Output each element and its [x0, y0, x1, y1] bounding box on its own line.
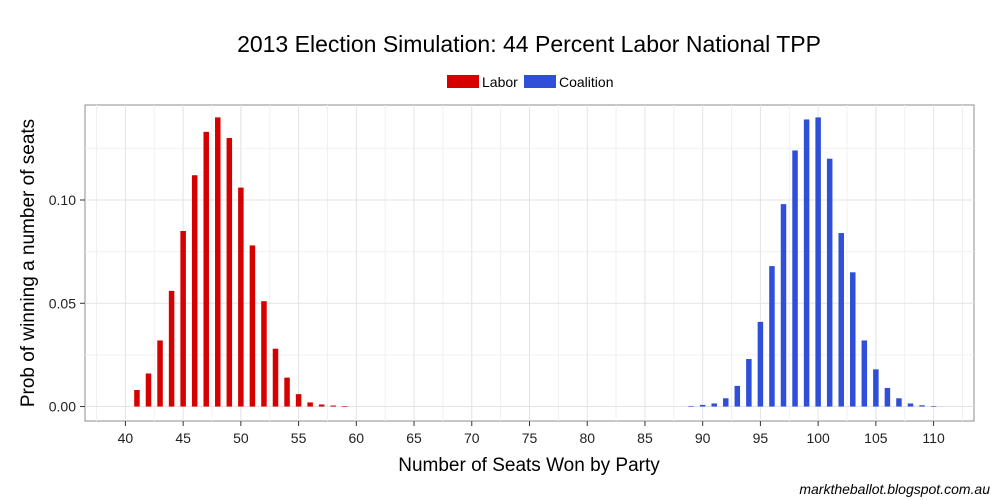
x-axis-title: Number of Seats Won by Party: [398, 455, 660, 476]
y-tick-label: 0.05: [49, 295, 76, 311]
bar-labor-45: [180, 230, 186, 407]
bar-labor-50: [238, 187, 244, 407]
bar-coalition-106: [884, 387, 891, 407]
bar-coalition-101: [826, 158, 833, 407]
bar-coalition-110: [930, 406, 937, 407]
bars: [134, 117, 937, 407]
bar-coalition-105: [873, 369, 879, 407]
x-tick-label: 100: [806, 430, 830, 446]
bar-labor-56: [307, 402, 313, 407]
legend-label-labor: Labor: [482, 74, 518, 90]
y-axis-title: Prob of winning a number of seats: [18, 119, 39, 407]
legend-label-coalition: Coalition: [559, 74, 613, 90]
x-tick-label: 60: [349, 430, 365, 446]
gridlines: [85, 105, 974, 421]
bar-labor-54: [284, 377, 290, 407]
x-tick-label: 105: [864, 430, 888, 446]
bar-coalition-99: [803, 119, 810, 407]
bar-labor-52: [261, 301, 267, 407]
x-axis: 40 45 50 55 60 65 70 75 80 85 90 95 100 105 110: [118, 421, 945, 446]
legend: Labor Coalition: [447, 74, 613, 90]
bar-coalition-97: [780, 204, 787, 407]
x-tick-label: 50: [233, 430, 249, 446]
x-tick-label: 70: [464, 430, 480, 446]
bar-coalition-90: [699, 404, 706, 407]
bar-labor-59: [342, 406, 348, 407]
y-tick-label: 0.00: [49, 399, 76, 415]
bar-labor-58: [330, 405, 336, 407]
legend-swatch-labor: [447, 75, 479, 88]
bar-labor-42: [145, 373, 152, 407]
bar-labor-47: [203, 131, 209, 407]
bar-labor-41: [134, 390, 140, 407]
chart-title: 2013 Election Simulation: 44 Percent Lab…: [237, 31, 821, 57]
bar-labor-51: [249, 245, 256, 407]
bar-coalition-94: [746, 359, 752, 407]
bar-labor-57: [318, 404, 325, 407]
bar-coalition-103: [850, 272, 856, 407]
x-tick-label: 80: [579, 430, 595, 446]
bar-labor-53: [272, 348, 279, 407]
bar-coalition-95: [757, 321, 764, 407]
x-tick-label: 55: [291, 430, 307, 446]
credit-text: marktheballot.blogspot.com.au: [799, 481, 990, 497]
x-tick-label: 65: [406, 430, 422, 446]
bar-labor-43: [157, 340, 163, 407]
x-tick-label: 75: [522, 430, 538, 446]
y-axis: 0.00 0.05 0.10: [49, 192, 85, 415]
bar-coalition-89: [688, 405, 694, 407]
bar-labor-48: [215, 117, 221, 407]
bar-labor-46: [191, 175, 198, 407]
bar-coalition-100: [815, 117, 821, 407]
bar-coalition-108: [907, 403, 914, 407]
bar-labor-44: [168, 290, 175, 407]
x-tick-label: 40: [118, 430, 134, 446]
x-tick-label: 85: [637, 430, 653, 446]
x-tick-label: 90: [695, 430, 711, 446]
bar-coalition-102: [838, 233, 844, 407]
bar-labor-55: [295, 394, 302, 407]
bar-coalition-104: [861, 340, 868, 407]
y-tick-label: 0.10: [49, 192, 76, 208]
bar-coalition-107: [896, 398, 902, 407]
x-tick-label: 45: [175, 430, 191, 446]
bar-coalition-92: [723, 398, 729, 407]
bar-coalition-98: [792, 150, 798, 407]
x-tick-label: 110: [922, 430, 945, 446]
legend-swatch-coalition: [524, 75, 556, 88]
bar-coalition-91: [711, 403, 717, 407]
bar-coalition-96: [769, 266, 775, 407]
x-tick-label: 95: [753, 430, 769, 446]
bar-labor-49: [226, 138, 233, 407]
bar-coalition-93: [734, 385, 741, 407]
bar-coalition-109: [919, 405, 925, 407]
